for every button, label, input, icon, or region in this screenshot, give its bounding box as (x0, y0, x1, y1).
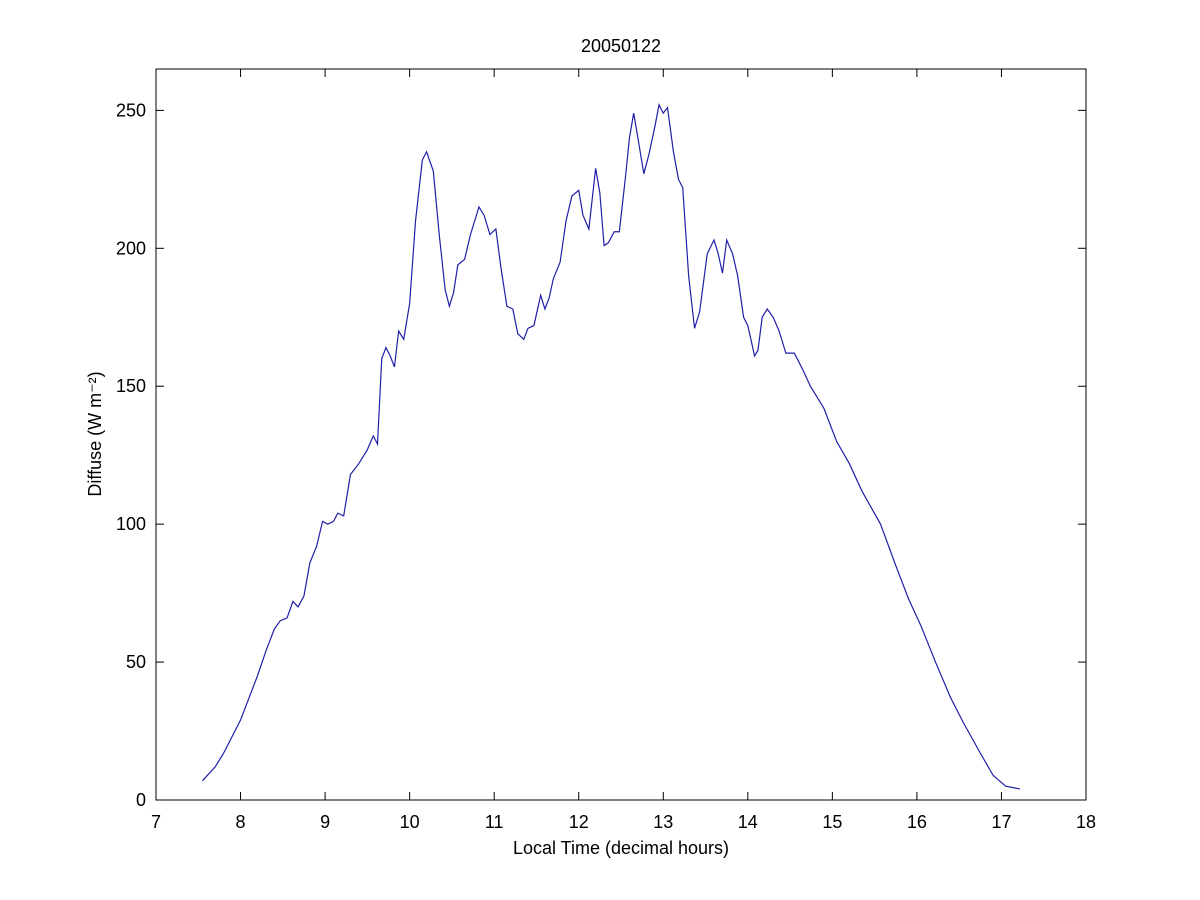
y-tick-label: 200 (116, 238, 146, 258)
x-tick-label: 7 (151, 812, 161, 832)
x-tick-label: 9 (320, 812, 330, 832)
x-tick-label: 15 (822, 812, 842, 832)
y-tick-label: 250 (116, 100, 146, 120)
chart-title: 20050122 (581, 36, 661, 56)
x-tick-label: 17 (991, 812, 1011, 832)
x-tick-label: 10 (400, 812, 420, 832)
y-tick-label: 100 (116, 514, 146, 534)
x-tick-label: 18 (1076, 812, 1096, 832)
x-tick-label: 11 (485, 812, 504, 832)
x-axis-label: Local Time (decimal hours) (513, 838, 729, 858)
y-axis-label: Diffuse (W m⁻²) (85, 371, 105, 496)
y-tick-label: 150 (116, 376, 146, 396)
x-tick-label: 14 (738, 812, 758, 832)
y-tick-label: 0 (136, 790, 146, 810)
x-tick-label: 12 (569, 812, 589, 832)
x-tick-label: 16 (907, 812, 927, 832)
plot-area (155, 68, 1087, 801)
x-tick-label: 13 (653, 812, 673, 832)
data-line (202, 103, 1021, 790)
x-tick-label: 8 (236, 812, 246, 832)
y-tick-label: 50 (126, 652, 146, 672)
